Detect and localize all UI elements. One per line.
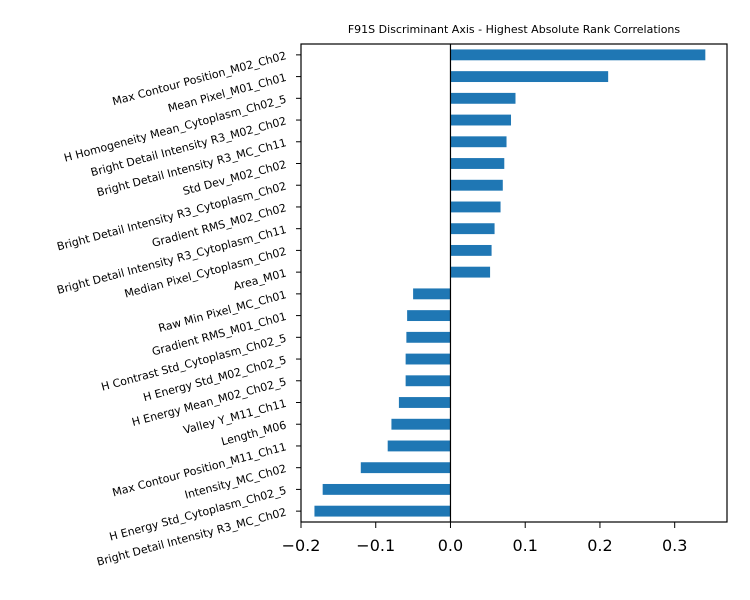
x-tick-label: 0.0	[438, 536, 463, 555]
bar	[406, 331, 451, 343]
bar	[450, 114, 512, 126]
bar	[314, 505, 451, 517]
x-tick-label: 0.3	[662, 536, 687, 555]
bar	[450, 158, 505, 169]
bar	[387, 440, 451, 452]
bar	[405, 375, 451, 387]
bar	[450, 223, 495, 235]
x-tick-label: 0.1	[512, 536, 537, 555]
bar	[450, 71, 609, 83]
bar	[450, 136, 507, 148]
x-axis-ticks: −0.2 −0.1 0.0 0.1 0.2 0.3	[282, 522, 687, 555]
bar	[450, 179, 503, 191]
bar	[450, 92, 516, 104]
bars-group	[314, 49, 706, 517]
x-tick-label: −0.2	[282, 536, 321, 555]
bar	[405, 353, 451, 365]
bar	[413, 288, 451, 300]
bar	[450, 266, 491, 278]
chart-title: F91S Discriminant Axis - Highest Absolut…	[348, 23, 681, 36]
bar	[398, 397, 451, 408]
bar	[407, 310, 451, 322]
x-tick-label: 0.2	[587, 536, 612, 555]
plot-frame	[300, 43, 728, 523]
x-tick-label: −0.1	[356, 536, 395, 555]
bar	[450, 49, 706, 61]
bar	[391, 418, 451, 430]
bar	[322, 483, 451, 495]
bar	[450, 201, 501, 213]
bar	[360, 462, 451, 474]
bar	[450, 244, 492, 256]
